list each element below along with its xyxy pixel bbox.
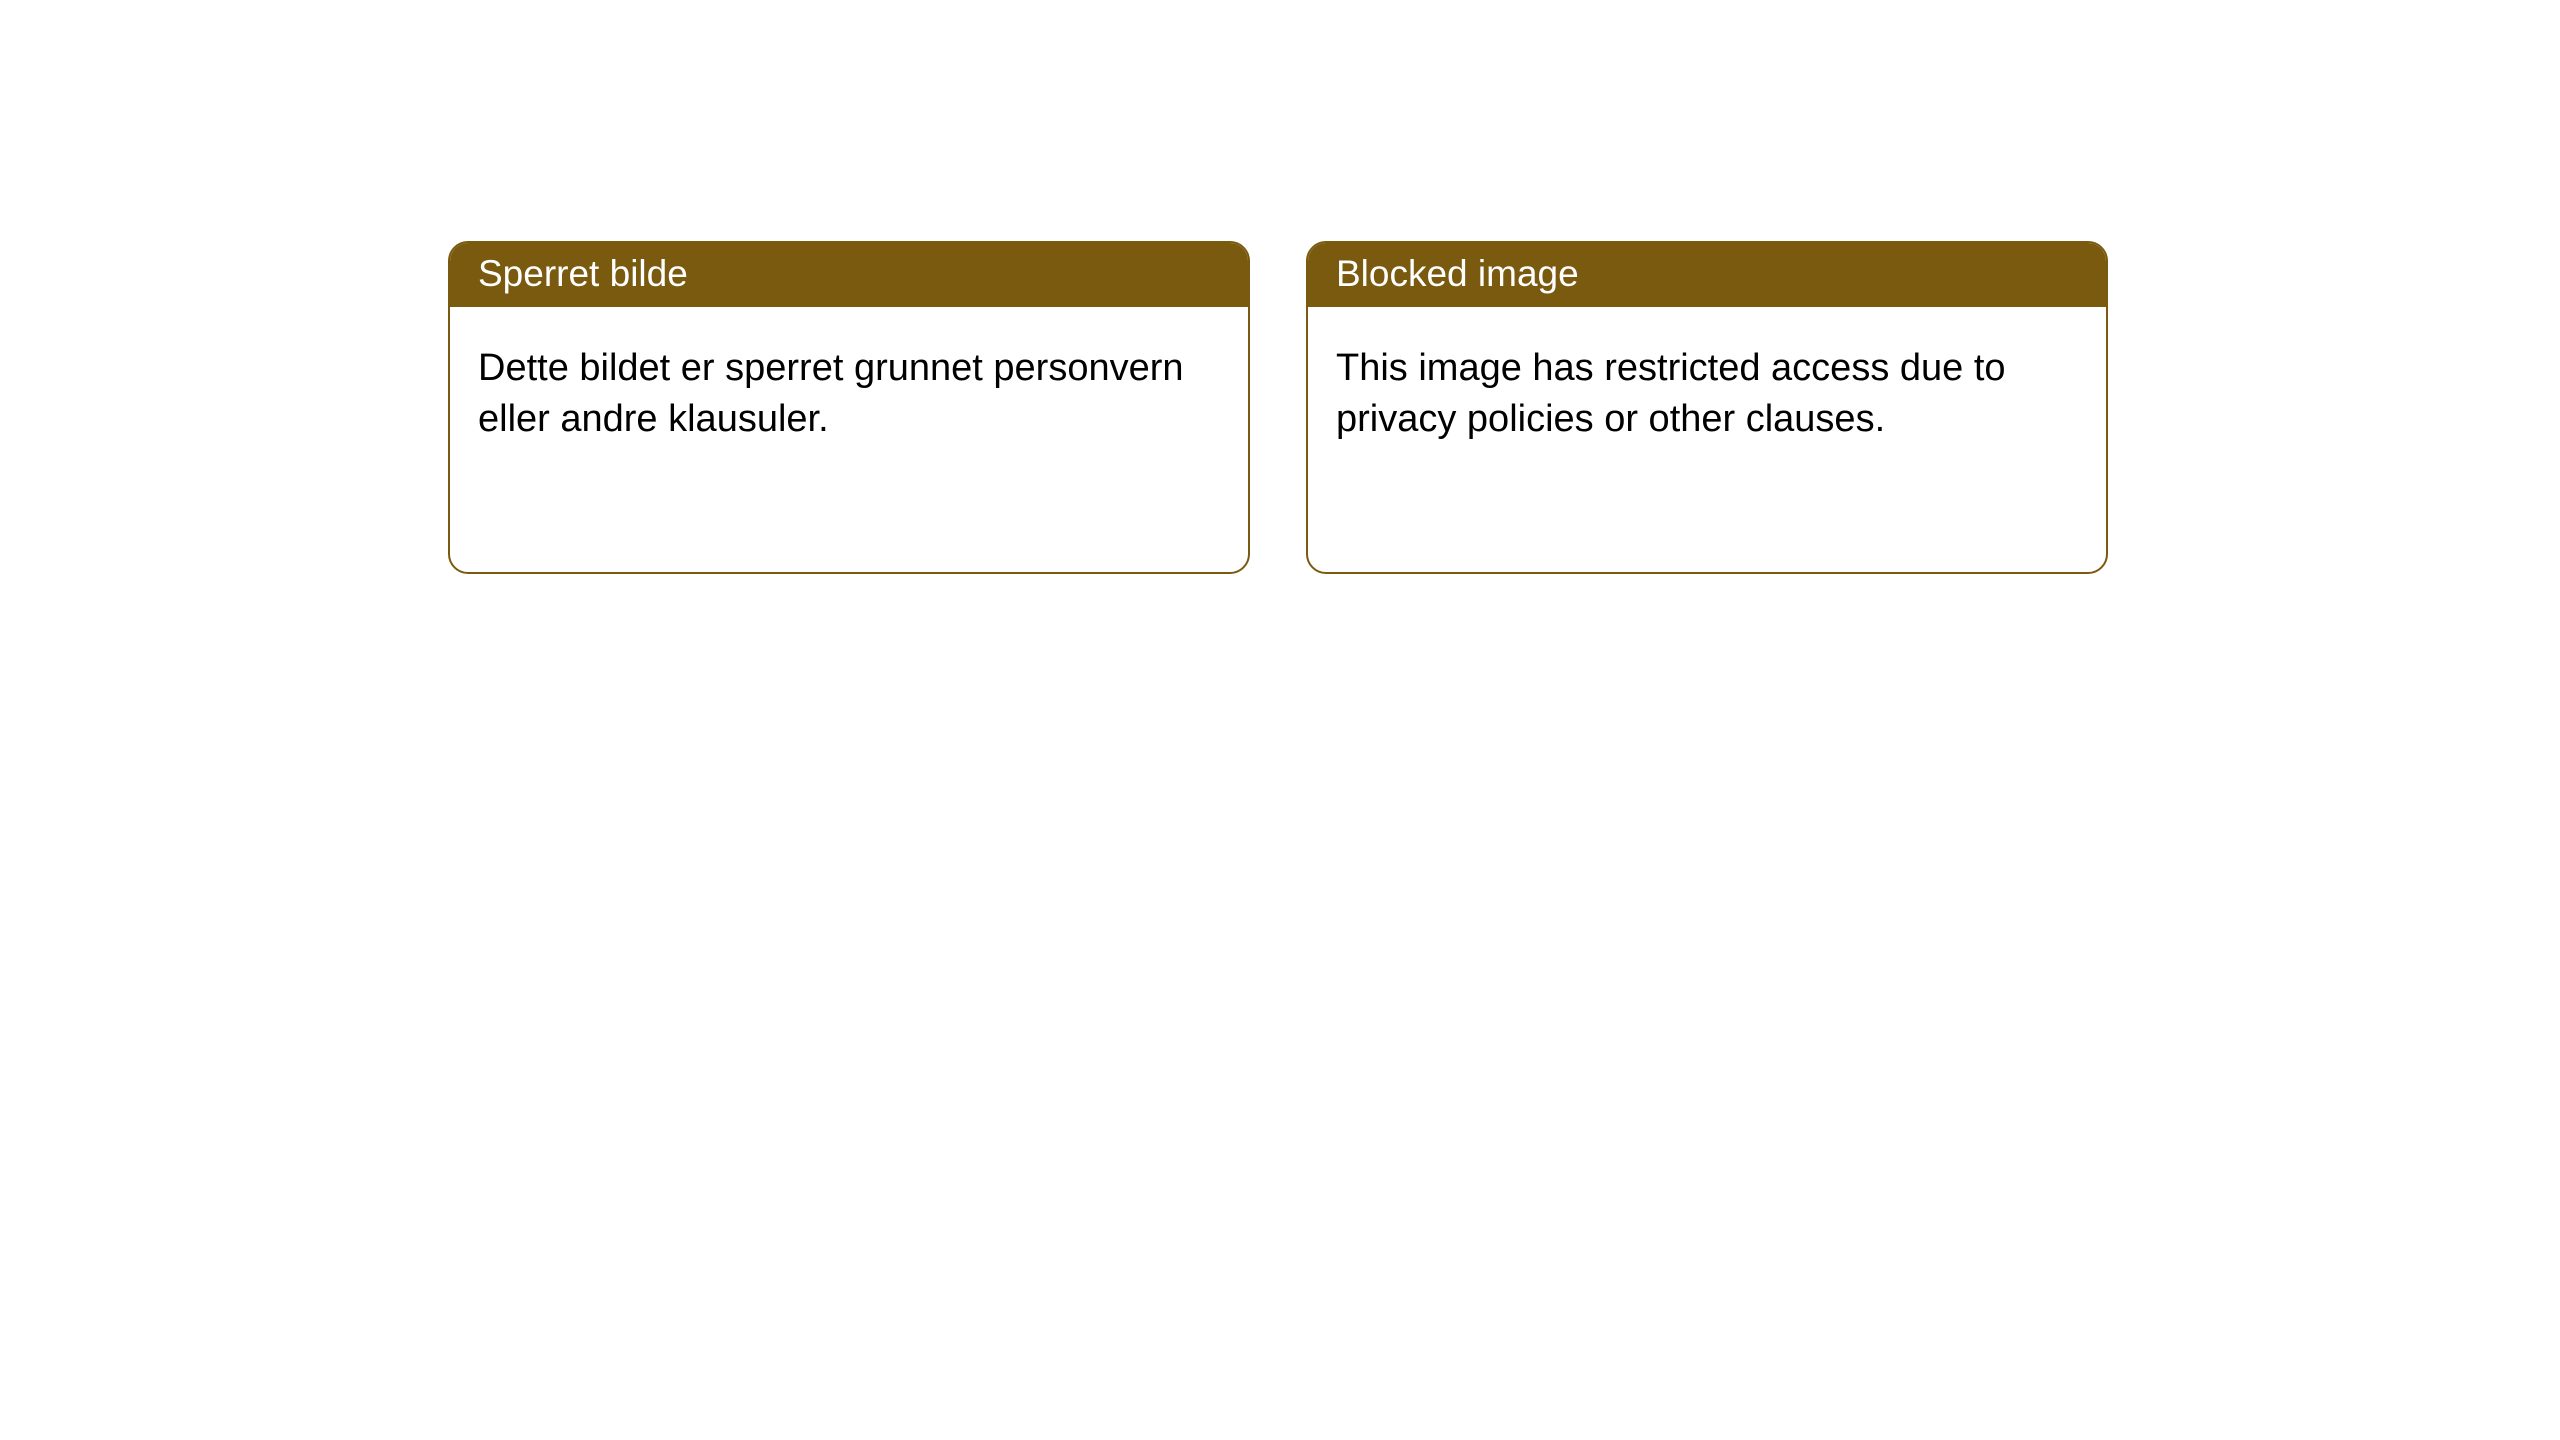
notice-card-english: Blocked image This image has restricted … <box>1306 241 2108 574</box>
notice-title: Blocked image <box>1336 253 1579 294</box>
notice-body-text: This image has restricted access due to … <box>1336 347 2006 440</box>
notice-container: Sperret bilde Dette bildet er sperret gr… <box>0 0 2560 574</box>
notice-body-text: Dette bildet er sperret grunnet personve… <box>478 347 1184 440</box>
notice-card-body: Dette bildet er sperret grunnet personve… <box>450 307 1248 482</box>
notice-card-norwegian: Sperret bilde Dette bildet er sperret gr… <box>448 241 1250 574</box>
notice-card-header: Sperret bilde <box>450 243 1248 307</box>
notice-card-body: This image has restricted access due to … <box>1308 307 2106 482</box>
notice-title: Sperret bilde <box>478 253 688 294</box>
notice-card-header: Blocked image <box>1308 243 2106 307</box>
